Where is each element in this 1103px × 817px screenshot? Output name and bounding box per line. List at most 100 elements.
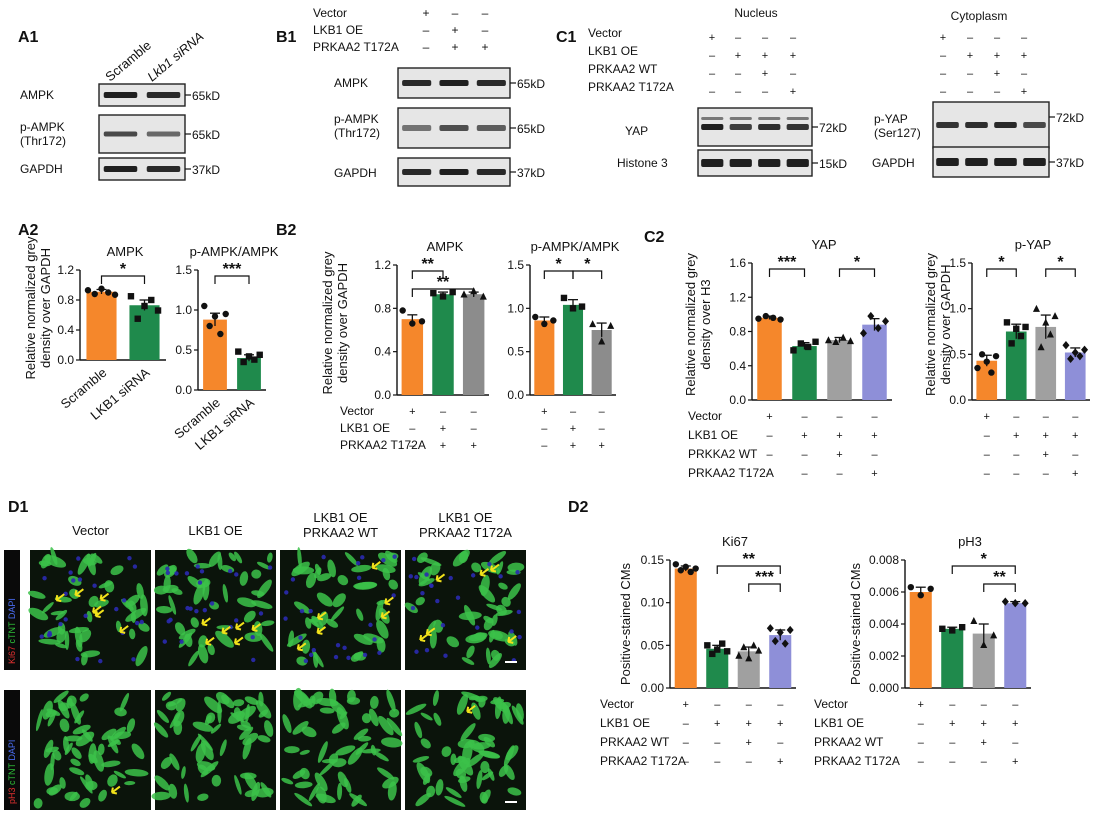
tissue-fiber xyxy=(459,775,468,792)
tissue-fiber xyxy=(71,747,82,759)
tissue-fiber xyxy=(251,600,273,609)
tissue-fiber xyxy=(228,552,237,562)
nucleus-dot xyxy=(194,608,199,614)
data-point xyxy=(1022,323,1029,331)
size-label: 65kD xyxy=(192,89,220,103)
arrow-marker xyxy=(55,593,65,603)
nucleus-dot xyxy=(420,591,425,596)
tissue-fiber xyxy=(257,579,272,599)
bar xyxy=(432,294,454,395)
data-point xyxy=(1071,348,1079,357)
tissue-fiber xyxy=(432,690,439,706)
data-point xyxy=(1081,345,1089,354)
tissue-fiber xyxy=(167,697,183,707)
tissue-fiber xyxy=(420,738,431,749)
data-point xyxy=(992,352,1000,360)
condition-mark: + xyxy=(994,50,1000,62)
nucleus-dot xyxy=(114,606,119,612)
tissue-fiber xyxy=(445,787,462,798)
nucleus-dot xyxy=(475,625,480,630)
tissue-fiber xyxy=(299,749,310,755)
panel-label-A2: A2 xyxy=(18,222,39,239)
panel-label-B2: B2 xyxy=(276,222,297,239)
blot-protein-label: GAPDH xyxy=(872,156,915,170)
nucleus-dot xyxy=(234,572,239,577)
y-axis-label: Positive-stained CMs xyxy=(618,562,633,685)
tissue-fiber xyxy=(332,722,346,734)
tissue-fiber xyxy=(294,792,313,807)
tissue-fiber xyxy=(125,594,140,608)
data-point xyxy=(201,302,208,310)
nucleus-dot xyxy=(284,590,289,595)
data-point xyxy=(874,323,882,333)
condition-name: Vector xyxy=(313,6,347,20)
condition-mark: + xyxy=(1021,50,1027,62)
y-tick-label: 0.4 xyxy=(729,359,746,373)
label-line: (Thr172) xyxy=(334,126,380,140)
tissue-fiber xyxy=(42,700,53,720)
tissue-fiber xyxy=(292,566,315,575)
tissue-fiber xyxy=(316,786,327,804)
blot-protein-label: p-AMPK (Thr172) xyxy=(334,112,380,140)
size-label: 72kD xyxy=(1056,111,1084,125)
condition-mark: – xyxy=(918,737,925,749)
blot-band xyxy=(701,159,724,167)
blot-band xyxy=(476,80,506,86)
arrow-marker xyxy=(507,635,517,644)
chart-title: AMPK xyxy=(107,244,144,259)
tissue-fiber xyxy=(97,743,105,756)
data-point xyxy=(790,347,797,354)
significance-bracket xyxy=(768,268,806,277)
tissue-fiber xyxy=(42,601,54,614)
data-point xyxy=(418,318,426,325)
blot-band xyxy=(758,159,781,167)
y-tick-label: 1.2 xyxy=(729,290,746,304)
tissue-fiber xyxy=(466,753,484,768)
tissue-fiber xyxy=(236,724,252,731)
nucleus-dot xyxy=(139,619,144,625)
condition-name: PRKAA2 T172A xyxy=(340,438,426,452)
significance-bracket xyxy=(572,270,603,279)
y-tick-label: 0.0 xyxy=(507,388,524,402)
tissue-fiber xyxy=(79,693,89,702)
tissue-fiber xyxy=(495,609,513,617)
condition-mark: – xyxy=(836,468,843,480)
significance-label: ** xyxy=(421,256,434,273)
condition-mark: – xyxy=(940,50,947,62)
nucleus-dot xyxy=(424,572,429,577)
arrow-marker xyxy=(466,704,476,714)
y-tick-label: 1.0 xyxy=(507,301,524,315)
data-point xyxy=(1013,325,1020,332)
data-point xyxy=(91,290,98,298)
condition-mark: – xyxy=(940,68,947,80)
blot-band xyxy=(439,169,469,175)
tissue-fiber xyxy=(80,776,93,794)
data-point xyxy=(532,313,539,321)
condition-mark: + xyxy=(451,23,458,37)
data-point xyxy=(1008,340,1015,347)
data-point xyxy=(750,641,758,649)
tissue-fiber xyxy=(197,644,209,664)
condition-mark: – xyxy=(766,430,773,442)
tissue-fiber xyxy=(101,760,121,768)
data-point xyxy=(974,364,981,372)
tissue-fiber xyxy=(368,708,379,727)
significance-label: * xyxy=(584,256,591,273)
condition-mark: – xyxy=(1013,468,1020,480)
tissue-fiber xyxy=(124,781,136,786)
tissue-fiber xyxy=(129,628,136,640)
condition-mark: – xyxy=(949,756,956,768)
data-point xyxy=(983,358,990,365)
nucleus-dot xyxy=(377,650,382,655)
arrow-marker xyxy=(99,592,110,602)
condition-mark: – xyxy=(409,423,416,435)
tissue-fiber xyxy=(156,606,173,614)
row-label-part: DAPI xyxy=(7,740,17,764)
condition-mark: – xyxy=(471,423,478,435)
data-point xyxy=(206,322,213,330)
chart-D2-pH3: 0.000 0.002 0.004 0.006 0.008 pH3 Positive-sta… xyxy=(814,534,1031,768)
tissue-fiber xyxy=(457,738,475,749)
nucleus-dot xyxy=(355,560,361,566)
condition-name: PRKAA2 T172A xyxy=(313,40,399,54)
condition-mark: + xyxy=(746,737,752,749)
